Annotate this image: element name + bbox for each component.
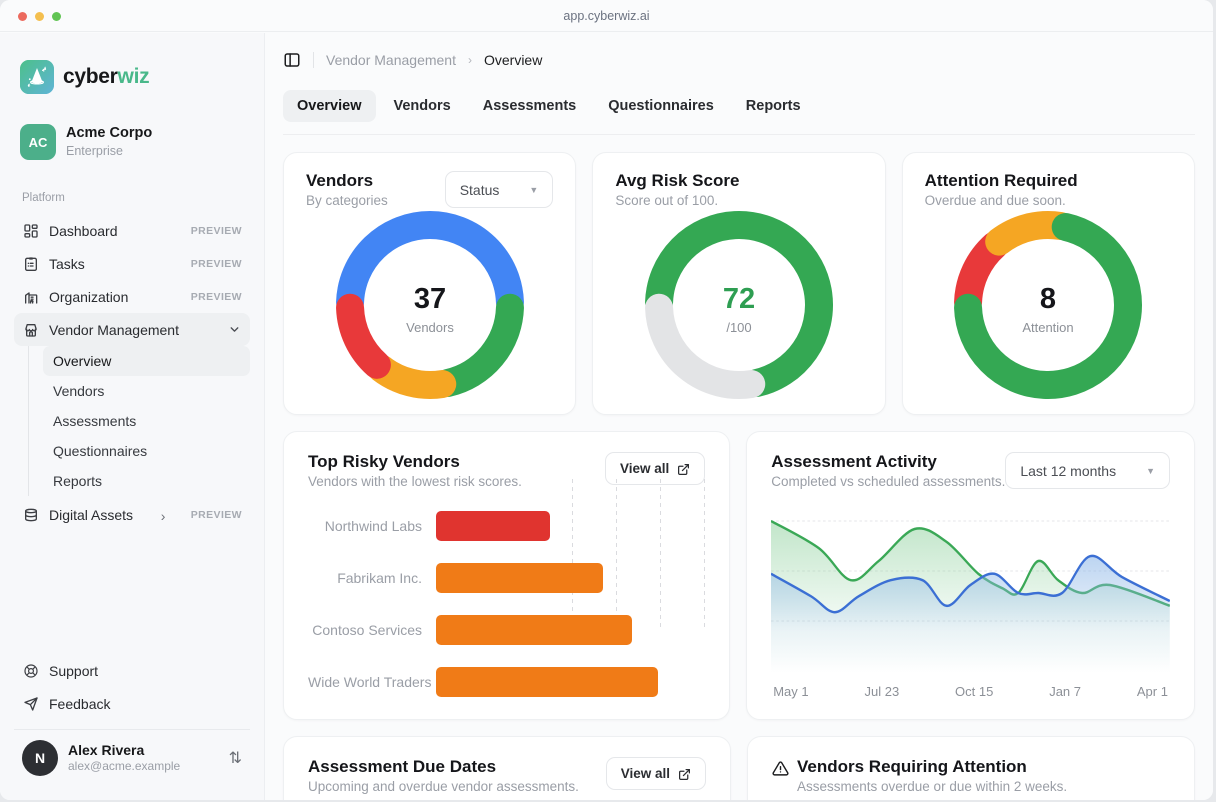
- svg-text:8: 8: [1040, 283, 1056, 315]
- svg-text:72: 72: [723, 283, 755, 315]
- svg-text:Attention: Attention: [1023, 320, 1074, 335]
- svg-text:37: 37: [414, 283, 446, 315]
- svg-text:Vendors: Vendors: [406, 320, 454, 335]
- svg-text:/100: /100: [726, 320, 751, 335]
